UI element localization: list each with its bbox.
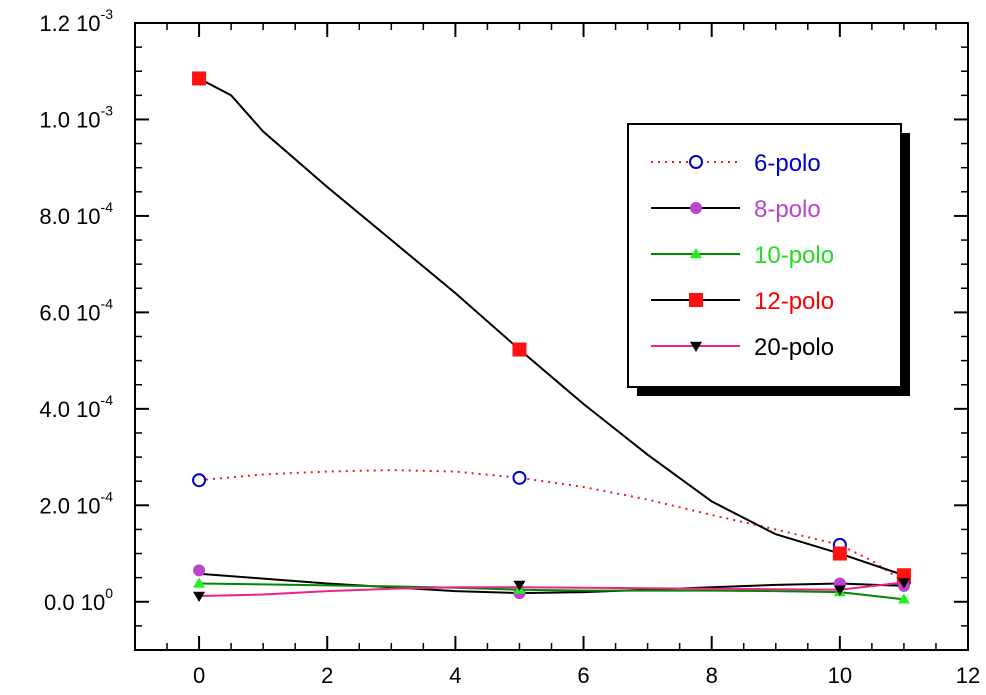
data-point [192, 71, 207, 86]
y-tick-label: 8.0 10-4 [39, 199, 113, 229]
y-tick-label: 4.0 10-4 [39, 392, 113, 422]
y-tick-label-exponent: -4 [101, 488, 114, 504]
y-tick-label-exponent: 0 [105, 585, 113, 601]
y-tick-label-exponent: -3 [101, 102, 114, 118]
series-line [199, 581, 905, 597]
y-tick-label: 1.2 10-3 [39, 6, 113, 36]
data-point [193, 577, 206, 588]
data-point [512, 342, 527, 357]
legend-label: 6-polo [754, 150, 821, 177]
legend-entry: 20-polo [651, 334, 834, 361]
series-line [199, 582, 905, 601]
legend-marker [690, 248, 702, 259]
y-tick-label-base: 0.0 10 [44, 590, 105, 615]
legend-label: 20-polo [754, 334, 834, 361]
data-point [833, 585, 846, 596]
series-layer [192, 71, 911, 604]
data-point [193, 591, 206, 602]
legend: 6-polo 8-polo 10-polo 12-polo 20-polo [627, 123, 910, 396]
legend-marker [690, 202, 702, 214]
x-tick-label: 6 [577, 663, 589, 688]
legend-label: 8-polo [754, 196, 821, 223]
legend-box [627, 123, 902, 388]
data-point [512, 470, 527, 485]
data-point [897, 593, 910, 604]
axis-ticks [135, 22, 969, 650]
series-6-polo [192, 469, 911, 589]
y-tick-label: 0.0 100 [44, 585, 113, 615]
x-tick-label: 4 [449, 663, 461, 688]
legend-entry: 6-polo [651, 150, 821, 177]
x-tick-label: 0 [193, 663, 205, 688]
legend-entry: 10-polo [651, 242, 834, 269]
y-tick-label-exponent: -3 [101, 6, 114, 22]
data-point [192, 473, 207, 488]
data-point [193, 564, 206, 577]
x-tick-label: 8 [706, 663, 718, 688]
y-tick-label-base: 6.0 10 [39, 300, 100, 325]
y-tick-label-base: 2.0 10 [39, 493, 100, 518]
y-tick-label-exponent: -4 [101, 199, 114, 215]
x-tick-label: 10 [828, 663, 852, 688]
legend-marker [689, 155, 703, 169]
y-tick-label: 6.0 10-4 [39, 295, 113, 325]
y-tick-label: 1.0 10-3 [39, 102, 113, 132]
data-point [832, 546, 847, 561]
legend-entry: 12-polo [651, 288, 834, 315]
series-20-polo [193, 578, 910, 602]
data-point [897, 578, 910, 589]
legend-marker [690, 341, 702, 352]
x-tick-label: 12 [956, 663, 980, 688]
legend-label: 10-polo [754, 242, 834, 269]
legend-label: 12-polo [754, 288, 834, 315]
x-axis-tick-labels: 0 2 4 6 8 10 12 [193, 663, 980, 688]
y-tick-label-base: 8.0 10 [39, 204, 100, 229]
data-point [513, 580, 526, 591]
y-tick-label-exponent: -4 [101, 392, 114, 408]
series-line [199, 572, 904, 595]
series-8-polo [193, 564, 910, 600]
legend-entry: 8-polo [651, 196, 821, 223]
y-tick-label-base: 1.0 10 [39, 107, 100, 132]
legend-marker [689, 293, 703, 307]
series-line [198, 469, 905, 583]
y-tick-label: 2.0 10-4 [39, 488, 113, 518]
y-tick-label-base: 4.0 10 [39, 397, 100, 422]
x-tick-label: 2 [321, 663, 333, 688]
y-tick-label-base: 1.2 10 [39, 11, 100, 36]
y-tick-label-exponent: -4 [101, 295, 114, 311]
